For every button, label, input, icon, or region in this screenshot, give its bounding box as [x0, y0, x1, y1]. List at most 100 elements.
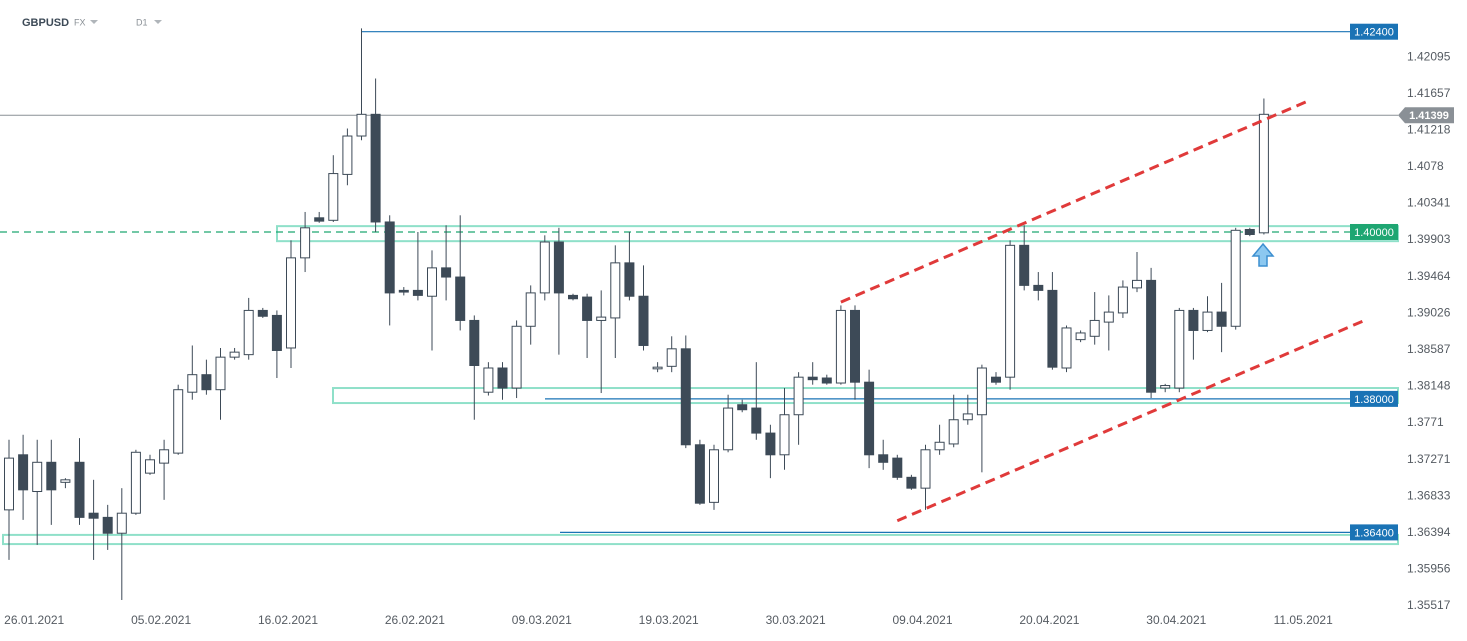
interval-label[interactable]: D1	[136, 17, 148, 27]
candle-body	[511, 325, 522, 389]
candle-body	[723, 407, 734, 451]
candle-body	[525, 292, 536, 327]
x-tick-label: 09.04.2021	[892, 613, 952, 627]
candle-body	[314, 217, 325, 222]
x-tick-label: 30.03.2021	[766, 613, 826, 627]
candle-body	[328, 173, 339, 221]
candle-body	[906, 476, 917, 489]
signal-arrow	[1251, 242, 1275, 267]
candle-body	[1103, 311, 1114, 323]
candle-body	[1005, 244, 1016, 378]
candle-body	[1160, 385, 1171, 389]
labels-layer: 1.42095 1.41657 1.41218 1.4078 1.40341 1.3990…	[4, 23, 1454, 627]
candle-body	[412, 289, 423, 296]
y-tick-label: 1.35956	[1407, 562, 1451, 576]
candle-body	[1132, 279, 1142, 289]
candle-body	[1019, 244, 1030, 286]
candle-body	[356, 113, 367, 137]
dropdown-caret[interactable]	[90, 20, 98, 24]
candle-body	[159, 449, 170, 464]
candle-body	[694, 444, 705, 504]
candle-body	[864, 381, 875, 456]
x-tick-label: 19.03.2021	[639, 613, 699, 627]
candle-body	[116, 512, 127, 534]
x-tick-label: 05.02.2021	[131, 613, 191, 627]
candle-body	[1216, 311, 1227, 327]
y-tick-label: 1.38148	[1407, 379, 1451, 393]
candle-body	[680, 348, 691, 446]
candle-body	[74, 461, 85, 518]
candle-body	[596, 316, 607, 321]
candle-body	[441, 267, 452, 278]
candle-body	[243, 309, 254, 356]
level-label: 1.36400	[1354, 527, 1394, 539]
candle-body	[835, 309, 846, 384]
level-label: 1.40000	[1354, 227, 1394, 239]
x-tick-label: 16.02.2021	[258, 613, 318, 627]
candle-body	[920, 449, 931, 489]
candle-body	[201, 374, 212, 391]
dropdown-caret[interactable]	[154, 20, 162, 24]
candle-body	[624, 262, 635, 297]
candle-body	[342, 135, 353, 175]
candle-body	[257, 309, 268, 317]
candles-layer	[4, 28, 1269, 600]
candle-body	[1047, 289, 1058, 368]
candle-body	[1089, 319, 1100, 337]
candle-body	[145, 459, 155, 474]
candle-body	[173, 389, 184, 454]
candle-body	[807, 376, 818, 381]
candle-body	[271, 314, 282, 351]
candle-body	[60, 479, 71, 483]
candle-body	[934, 441, 945, 451]
candle-body	[638, 295, 649, 346]
level-tag	[1350, 223, 1398, 240]
candle-body	[709, 449, 719, 503]
x-tick-label: 20.04.2021	[1019, 613, 1079, 627]
x-tick-label: 09.03.2021	[512, 613, 572, 627]
candle-body	[1075, 332, 1086, 341]
levels-layer	[0, 31, 1398, 533]
y-tick-label: 1.39026	[1407, 305, 1451, 319]
candle-body	[1061, 327, 1072, 369]
y-tick-label: 1.38587	[1407, 342, 1451, 356]
y-tick-label: 1.36833	[1407, 488, 1451, 502]
current-price-tag	[1398, 107, 1454, 124]
candle-body	[215, 356, 226, 391]
candle-body	[286, 257, 296, 349]
x-tick-label: 30.04.2021	[1146, 613, 1206, 627]
market-label[interactable]: FX	[74, 17, 86, 27]
y-tick-label: 1.40341	[1407, 196, 1451, 210]
candle-body	[568, 294, 578, 300]
candle-body	[187, 374, 198, 393]
candle-body	[610, 262, 621, 319]
candle-body	[1117, 286, 1128, 314]
trend-line	[840, 100, 1307, 304]
support-zone	[2, 533, 1399, 546]
candle-body	[130, 451, 141, 514]
candle-body	[1146, 279, 1157, 393]
candle-body	[1202, 311, 1213, 331]
candle-body	[539, 241, 550, 294]
level-label: 1.38000	[1354, 394, 1394, 406]
level-tag	[1350, 524, 1398, 541]
candle-body	[991, 376, 1001, 383]
support-zone	[276, 225, 1399, 243]
candle-body	[102, 516, 113, 534]
trend-layer	[840, 100, 1364, 523]
up-arrow	[1251, 242, 1275, 267]
candle-body	[793, 376, 804, 416]
y-tick-label: 1.4078	[1407, 159, 1444, 173]
chart-title[interactable]: GBPUSD	[22, 17, 69, 29]
candle-body	[384, 221, 395, 294]
candle-body	[398, 289, 409, 293]
candle-body	[553, 241, 564, 294]
y-tick-label: 1.41657	[1407, 86, 1451, 100]
candle-body	[427, 267, 437, 297]
current-price-label: 1.41399	[1409, 110, 1449, 122]
candle-body	[1230, 229, 1241, 327]
level-label: 1.42400	[1354, 27, 1394, 39]
candle-body	[850, 309, 860, 383]
y-tick-label: 1.35517	[1407, 598, 1451, 612]
